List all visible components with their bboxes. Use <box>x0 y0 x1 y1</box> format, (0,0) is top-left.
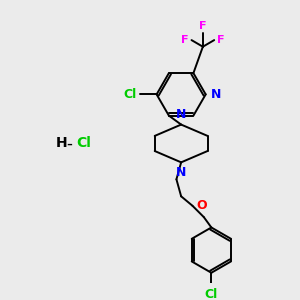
Text: -: - <box>66 134 72 152</box>
Text: F: F <box>199 21 207 31</box>
Text: F: F <box>181 35 189 45</box>
Text: N: N <box>176 166 186 179</box>
Text: O: O <box>196 199 207 212</box>
Text: Cl: Cl <box>205 288 218 300</box>
Text: F: F <box>217 35 224 45</box>
Text: H: H <box>56 136 67 151</box>
Text: N: N <box>176 108 186 121</box>
Text: Cl: Cl <box>76 136 91 151</box>
Text: N: N <box>210 88 221 101</box>
Text: Cl: Cl <box>124 88 137 101</box>
